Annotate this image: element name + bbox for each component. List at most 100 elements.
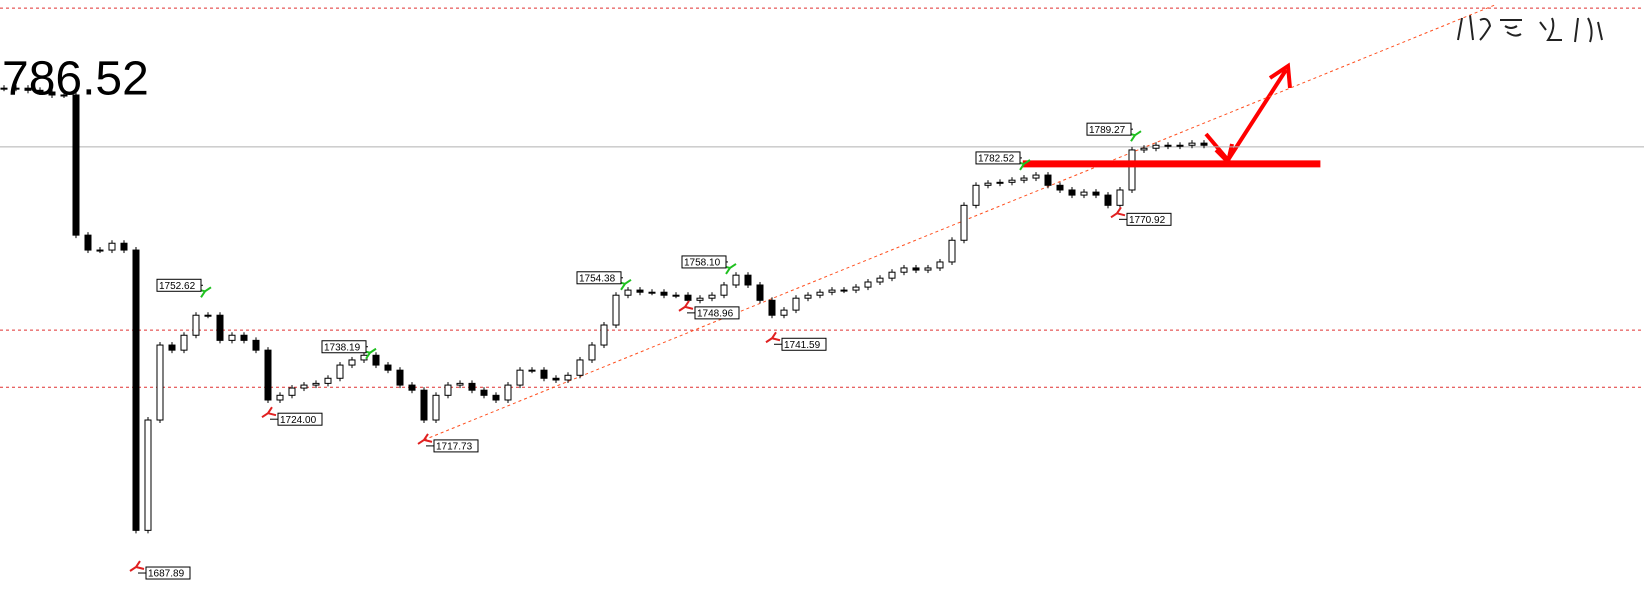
candle-body [888,271,896,279]
candle-body [108,242,116,251]
candle-body [216,314,224,341]
candle-body [252,339,260,351]
candle-body [12,87,20,90]
candle-body [168,344,176,351]
candle-body [204,314,212,317]
candle-body [924,267,932,271]
candle-body [684,294,692,301]
candle-body [276,394,284,401]
extreme-marker [261,406,277,419]
candle-body [336,364,344,379]
candle-body [1032,174,1040,179]
candle-body [492,394,500,401]
trendline [423,4,1496,441]
candle-body [48,91,56,96]
candle-body [600,324,608,346]
price-label: 1758.10 [684,258,721,269]
extreme-marker [678,300,694,312]
candle-body [1164,144,1172,147]
candle-body [948,239,956,263]
candle-body [768,299,776,316]
price-label: 1770.92 [1129,215,1166,226]
candle-body [72,94,80,236]
candle-body [648,291,656,294]
candle-body [528,369,536,372]
candle-body [984,182,992,186]
candle-body [312,382,320,386]
price-label: 1687.89 [148,569,185,580]
candle-body [540,369,548,379]
candle-body [660,291,668,296]
candle-body [1020,177,1028,181]
candle-body [36,89,44,93]
candle-body [228,334,236,341]
candle-body [132,249,140,531]
candle-body [552,377,560,381]
arrow-annotation [1204,62,1292,166]
candle-body [696,297,704,301]
candle-body [1056,184,1064,191]
candle-body [120,242,128,251]
candle-body [348,359,356,366]
candle-body [468,382,476,391]
candle-body [372,354,380,366]
candle-body [816,291,824,296]
candle-body [864,281,872,288]
candle-body [1104,194,1112,206]
logo [1457,14,1603,43]
candle-body [996,181,1004,184]
candle-body [756,284,764,301]
candle-body [60,94,68,97]
candle-body [432,394,440,421]
candle-body [1008,179,1016,183]
candle-body [396,369,404,386]
candle-body [1152,144,1160,149]
candle-body [564,374,572,381]
candle-body [240,334,248,341]
candle-body [936,261,944,269]
candle-body [636,289,644,293]
price-label: 1724.00 [280,415,317,426]
candle-body [24,87,32,91]
candle-body [1128,149,1136,191]
candle-body [960,204,968,241]
candle-body [1176,144,1184,147]
candle-body [420,389,428,421]
candle-body [744,274,752,286]
candle-body [780,309,788,316]
price-label: 1789.27 [1089,125,1126,136]
candle-body [972,184,980,206]
candle-body [144,419,152,531]
candle-body [720,284,728,296]
candle-body [180,334,188,351]
candle-body [612,294,620,326]
price-label: 1717.73 [436,442,473,453]
candle-body [840,289,848,292]
candle-body [84,234,92,251]
candle-body [708,294,716,299]
candle-body [1140,147,1148,151]
candle-body [876,277,884,283]
candle-body [1188,142,1196,146]
extreme-marker [765,331,781,344]
candle-body [1068,189,1076,196]
candle-body [384,364,392,371]
candle-body [516,369,524,386]
candle-body [828,289,836,293]
candle-body [456,382,464,386]
candle-body [624,289,632,296]
price-label: 1741.59 [784,340,821,351]
candle-body [504,384,512,401]
candle-body [1200,142,1208,146]
extreme-marker [1110,206,1126,219]
price-label: 1752.62 [159,281,196,292]
candle-body [96,249,104,252]
candle-body [1116,189,1124,206]
candle-body [912,267,920,271]
candle-body [480,389,488,396]
candle-body [576,359,584,376]
candle-body [192,314,200,336]
price-label: 1754.38 [579,273,616,284]
